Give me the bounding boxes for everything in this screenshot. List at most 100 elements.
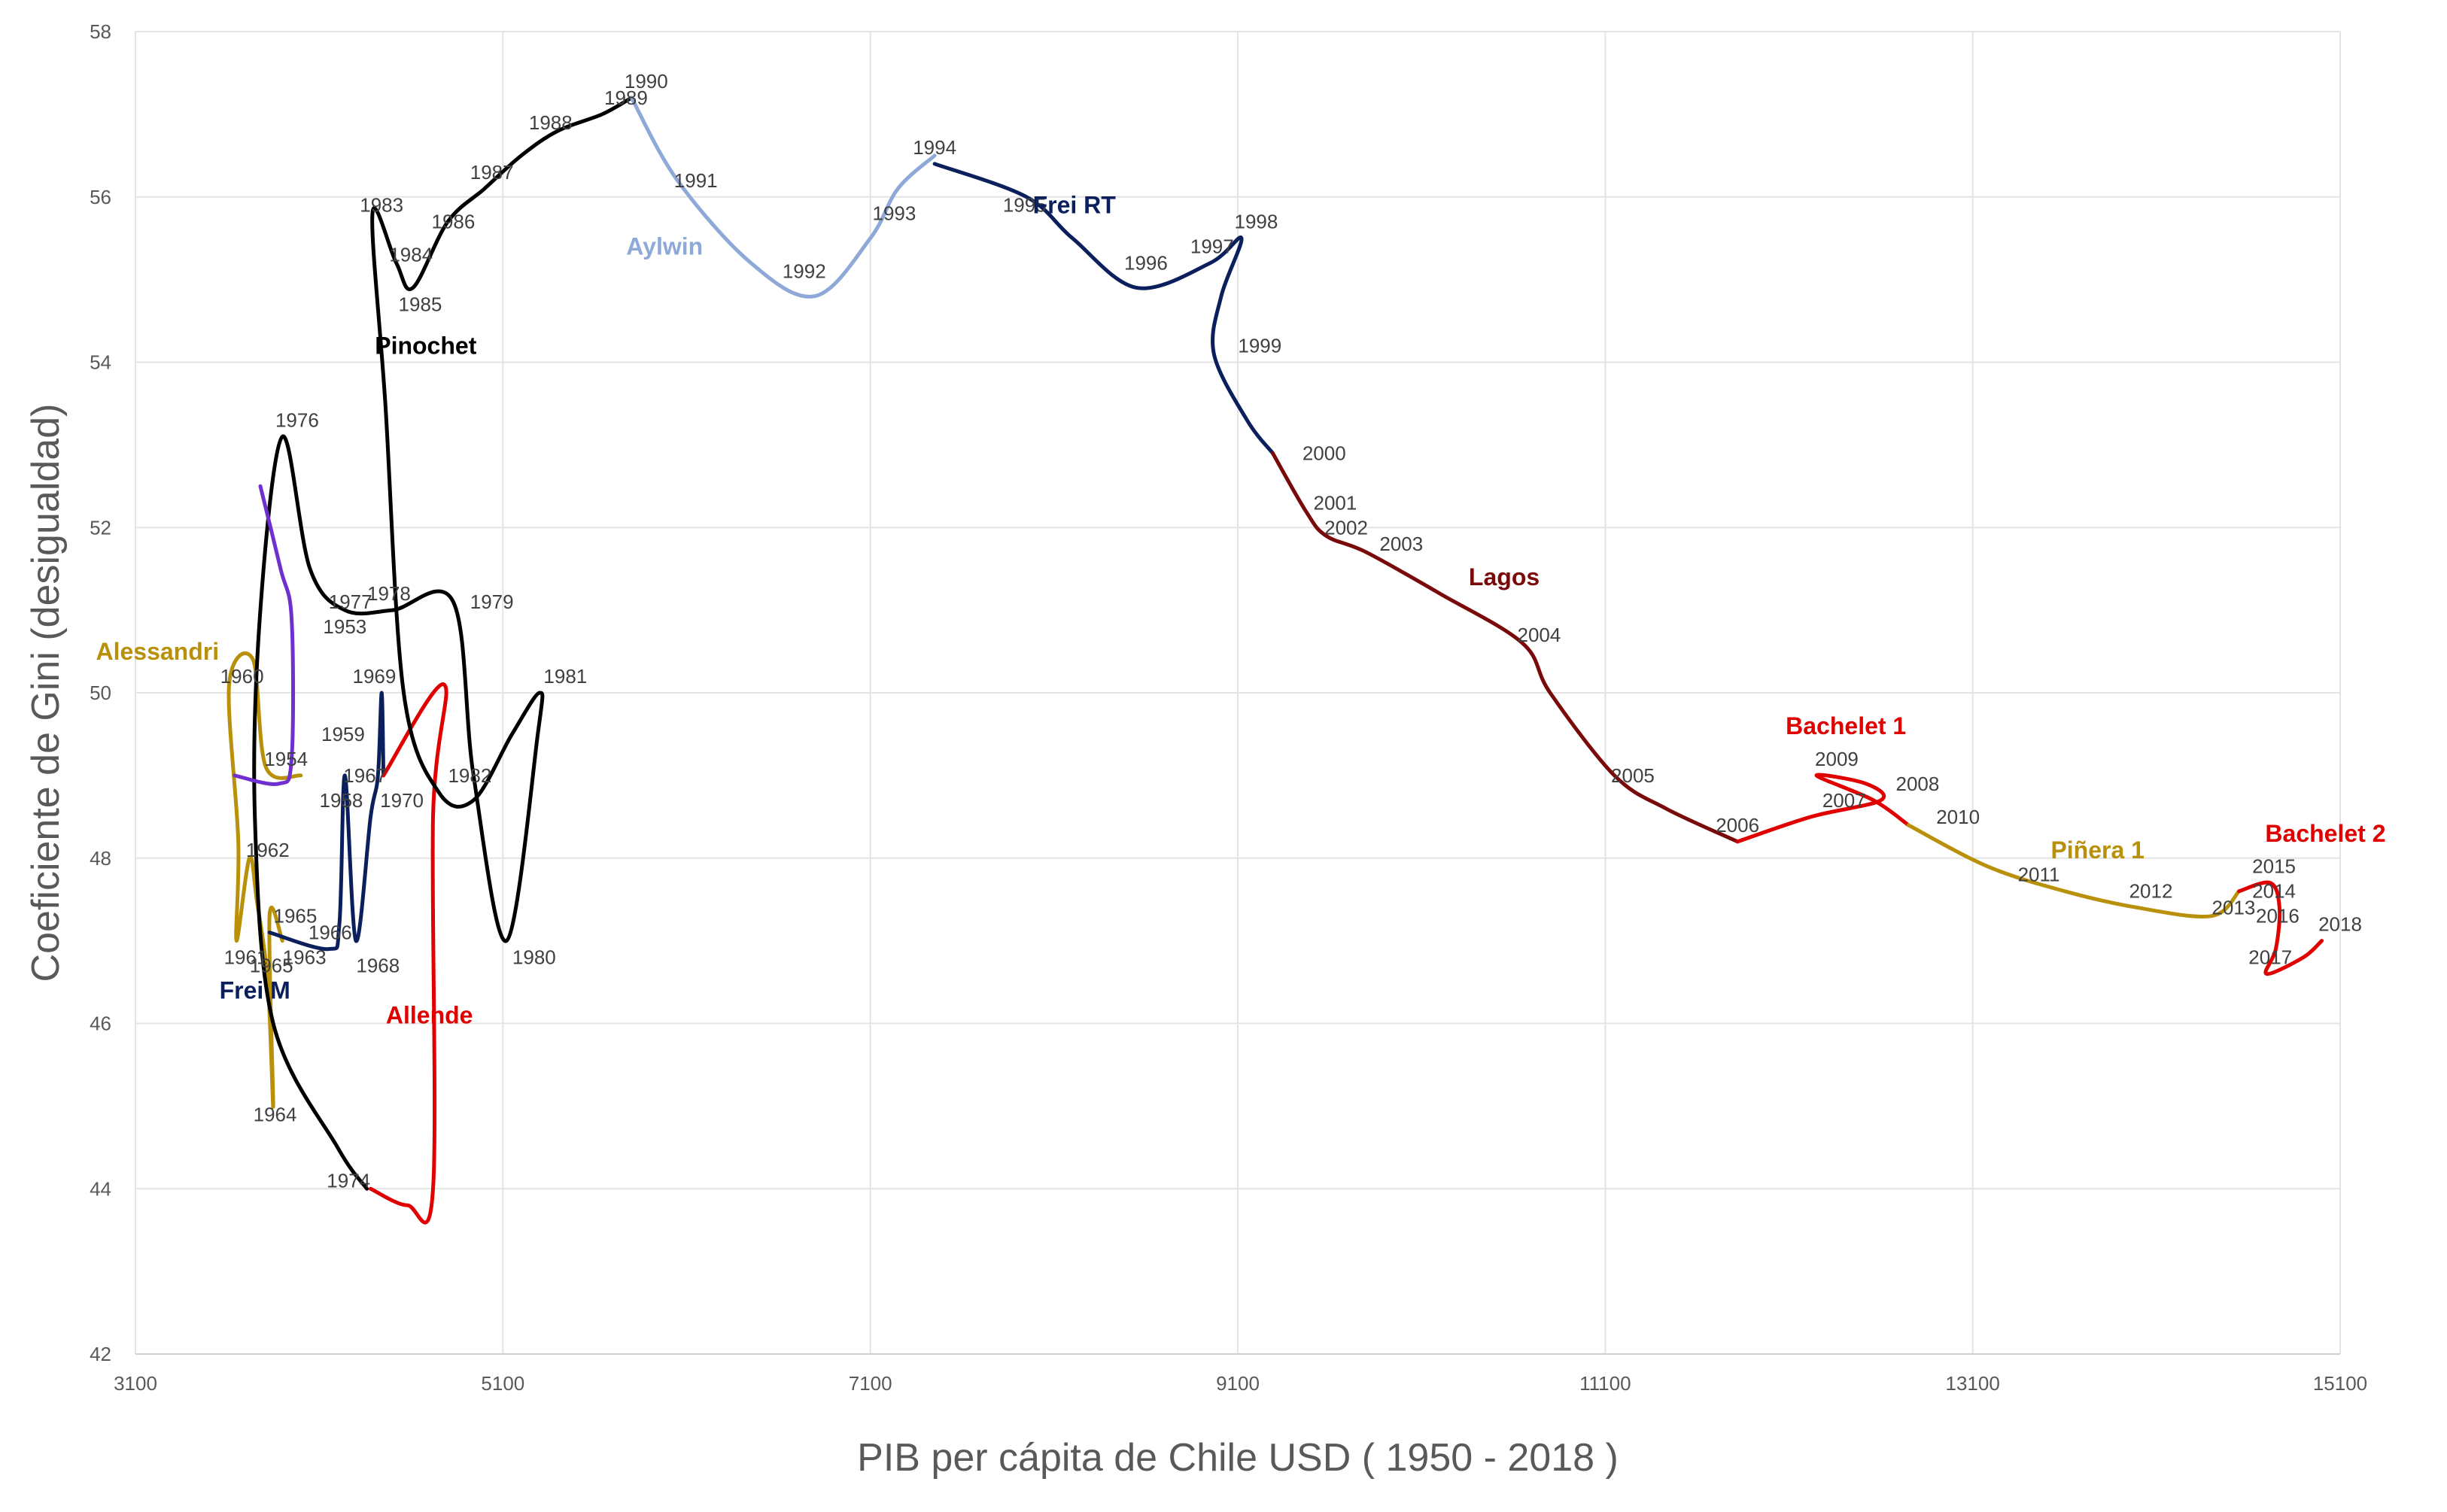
x-tick-label: 3100 [114,1372,157,1395]
year-label: 2013 [2211,897,2255,919]
series-line-frei-rt-5 [932,162,1275,455]
year-label: 2002 [1324,516,1368,539]
data-series [226,96,2324,1225]
series-line-pinochet-3 [252,96,634,1191]
y-tick-label: 44 [90,1177,111,1200]
x-tick-label: 5100 [481,1372,524,1395]
year-label: 1965 [274,905,318,928]
era-label: Lagos [1469,563,1540,591]
y-tick-label: 58 [90,20,111,43]
x-axis-title: PIB per cápita de Chile USD ( 1950 - 201… [857,1436,1619,1480]
year-label: 1986 [431,211,475,233]
year-label: 1997 [1190,235,1234,258]
year-label: 1974 [327,1169,370,1192]
y-tick-label: 46 [90,1013,111,1035]
year-label: 1958 [320,789,363,812]
series-line-frei-m-1 [267,691,386,952]
era-label: Pinochet [375,332,476,360]
year-label: 2001 [1313,491,1357,514]
era-label: Piñera 1 [2050,836,2145,864]
year-label: 1984 [389,244,433,266]
year-label: 1979 [470,591,514,613]
year-label: 1967 [343,764,387,787]
year-label: 1960 [220,665,264,688]
year-label: 1976 [275,408,319,431]
year-labels: 1953 1954 1958 1959 1960 1961 1962 1963 1964 1965… [220,70,2362,1192]
year-label: 1998 [1234,211,1278,233]
year-label: 2012 [2129,880,2173,903]
y-tick-label: 48 [90,847,111,870]
year-label: 1980 [512,946,556,969]
era-label: Bachelet 1 [1786,712,1906,739]
axes: 3100 5100 7100 9100 11100 13100 15100 42 44 46 48 5… [90,20,2367,1395]
year-label: 1992 [783,260,826,283]
year-label: 2000 [1303,442,1346,464]
x-tick-label: 11100 [1579,1372,1631,1395]
year-label: 2006 [1716,814,1759,836]
series-line-alessandri-0 [226,651,303,1109]
year-label: 1995 [1003,194,1047,217]
gridlines [135,31,2341,1355]
y-tick-label: 42 [90,1343,111,1365]
year-label: 1968 [356,955,400,977]
year-label: 1988 [529,111,573,134]
era-label: Allende [386,1002,473,1029]
series-line-pinera-1-8 [1906,823,2242,918]
year-label: 2014 [2252,880,2296,903]
year-label: 1982 [448,764,491,787]
year-label: 1993 [872,202,916,225]
year-label: 2007 [1822,789,1866,812]
era-label: Frei RT [1033,192,1117,219]
era-label: Bachelet 2 [2265,820,2385,847]
year-label: 2011 [2018,864,2060,886]
series-line-bachelet-2-9 [2237,880,2324,976]
era-label: Aylwin [626,233,703,260]
year-label: 1977 [329,591,372,613]
year-label: 2009 [1815,748,1859,770]
year-label: 1983 [360,194,403,217]
year-label: 1987 [470,161,514,184]
year-label: 1963 [283,946,327,969]
year-label: 2008 [1895,773,1939,795]
year-label: 2015 [2252,855,2296,878]
year-label: 1961 [224,946,268,969]
x-tick-label: 13100 [1946,1372,2000,1395]
year-label: 1985 [399,293,442,316]
year-label: 1966 [309,921,352,944]
y-tick-label: 50 [90,682,111,704]
series-line-allende-2 [369,682,448,1225]
series-line-unnamed-10 [233,484,296,787]
year-label: 1964 [254,1103,297,1125]
year-label: 2004 [1518,624,1561,646]
x-tick-label: 15100 [2313,1372,2367,1395]
series-line-aylwin-4 [629,96,937,299]
year-label: 2005 [1611,764,1655,787]
year-label: 2010 [1936,806,1980,828]
series-line-lagos-6 [1270,451,1740,844]
year-label: 1959 [321,723,365,745]
year-label: 1962 [246,839,290,861]
era-label: Alessandri [96,638,219,665]
year-label: 1978 [367,582,411,605]
year-label: 1991 [674,169,718,192]
year-label: 1954 [264,748,308,770]
year-label: 1990 [625,70,668,93]
year-label: 2003 [1379,533,1423,555]
x-tick-label: 9100 [1216,1372,1260,1395]
year-label: 2017 [2248,946,2292,969]
year-label: 2018 [2318,913,2362,936]
y-tick-label: 56 [90,186,111,208]
y-tick-label: 54 [90,351,111,374]
series-line-bachelet-1-7 [1735,773,1910,844]
year-label: 1969 [352,665,396,688]
year-label: 1989 [604,87,648,109]
year-label: 1996 [1124,252,1168,275]
year-label: 1970 [380,789,424,812]
era-labels: Alessandri Frei M Allende Pinochet Aylwin Fre… [96,192,2385,1029]
year-label: 1999 [1238,335,1281,357]
era-label: Frei M [220,977,290,1004]
y-axis-title: Coeficiente de Gini (desigualdad) [24,404,68,982]
year-label: 1965 [250,955,293,977]
